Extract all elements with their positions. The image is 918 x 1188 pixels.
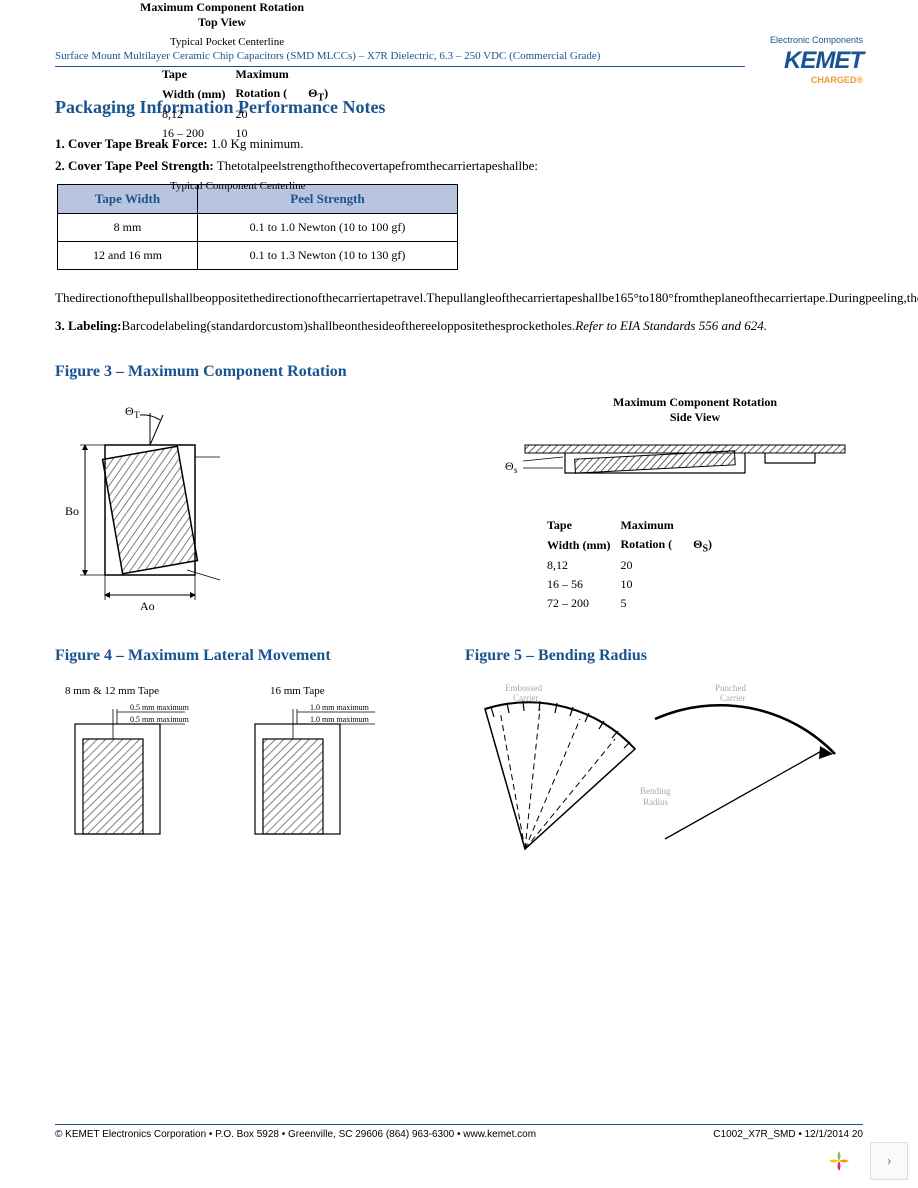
peel-strength-table: Tape Width Peel Strength 8 mm 0.1 to 1.0… bbox=[57, 184, 458, 270]
next-page-button[interactable]: › bbox=[870, 1142, 908, 1180]
svg-text:Bending: Bending bbox=[640, 786, 671, 796]
bending-radius-diagram: Embossed Carrier Punched Carrier Bending… bbox=[465, 679, 865, 879]
logo-main: KEMET bbox=[770, 47, 863, 75]
figure-5: Figure 5 – Bending Radius bbox=[465, 619, 865, 883]
top-view-rotation-table: TapeMaximum Width (mm)Rotation ( ΘT) 8,1… bbox=[160, 64, 338, 144]
side-view-subtitle: Side View bbox=[670, 410, 720, 424]
figure-3-title: Figure 3 – Maximum Component Rotation bbox=[55, 363, 863, 381]
table-row: 12 and 16 mm 0.1 to 1.3 Newton (10 to 13… bbox=[58, 242, 458, 270]
pocket-centerline-label: Typical Pocket Centerline bbox=[170, 36, 284, 48]
chevron-right-icon: › bbox=[886, 1152, 891, 1170]
side-view-diagram: Θ s bbox=[485, 425, 865, 505]
viewer-logo-icon bbox=[820, 1142, 858, 1180]
svg-text:Θ: Θ bbox=[125, 404, 134, 418]
figures-4-5-row: Figure 4 – Maximum Lateral Movement 8 mm… bbox=[55, 619, 863, 883]
figure-4: Figure 4 – Maximum Lateral Movement 8 mm… bbox=[55, 619, 435, 883]
svg-text:Embossed: Embossed bbox=[505, 683, 542, 693]
svg-text:0.5 mm maximum: 0.5 mm maximum bbox=[130, 703, 190, 712]
note-2: 2. Cover Tape Peel Strength: Thetotalpee… bbox=[55, 158, 863, 174]
cell: 0.1 to 1.0 Newton (10 to 100 gf) bbox=[198, 214, 458, 242]
logo-tagline-sub: CHARGED® bbox=[770, 75, 863, 85]
body-paragraph: Thedirectionofthepullshallbeoppositethed… bbox=[55, 288, 863, 308]
logo-tagline-top: Electronic Components bbox=[770, 35, 863, 45]
top-view-diagram: Θ T Bo Ao bbox=[55, 395, 455, 615]
note-2-value: Thetotalpeelstrengthofthecovertapefromth… bbox=[214, 158, 538, 173]
svg-text:Bo: Bo bbox=[65, 504, 79, 518]
svg-text:Radius: Radius bbox=[643, 797, 668, 807]
brand-logo: Electronic Components KEMET CHARGED® bbox=[770, 35, 863, 85]
note-3-italic: Refer to EIA Standards 556 and 624. bbox=[575, 318, 767, 333]
component-centerline-label: Typical Component Centerline bbox=[170, 180, 305, 192]
lateral-movement-diagram: 8 mm & 12 mm Tape 0.5 mm maximum 0.5 mm … bbox=[55, 679, 435, 859]
svg-text:T: T bbox=[134, 410, 140, 420]
side-view-rotation-table: TapeMaximum Width (mm)Rotation ( ΘS) 8,1… bbox=[545, 515, 722, 614]
svg-text:Carrier: Carrier bbox=[720, 693, 745, 703]
figure-3-row: Θ T Bo Ao Maximum Component Rotation T bbox=[55, 395, 863, 619]
svg-text:1.0 mm maximum: 1.0 mm maximum bbox=[310, 703, 370, 712]
tape-16-label: 16 mm Tape bbox=[270, 685, 325, 697]
footer-right: C1002_X7R_SMD • 12/1/2014 20 bbox=[713, 1129, 863, 1140]
note-3: 3. Labeling:Barcodelabeling(standardorcu… bbox=[55, 316, 863, 336]
table-row: 8 mm 0.1 to 1.0 Newton (10 to 100 gf) bbox=[58, 214, 458, 242]
figure-4-title: Figure 4 – Maximum Lateral Movement bbox=[55, 647, 435, 665]
cell: 12 and 16 mm bbox=[58, 242, 198, 270]
svg-text:Punched: Punched bbox=[715, 683, 746, 693]
top-view-subtitle: Top View bbox=[198, 15, 246, 29]
figure-5-title: Figure 5 – Bending Radius bbox=[465, 647, 865, 665]
page-footer: © KEMET Electronics Corporation • P.O. B… bbox=[55, 1124, 863, 1140]
footer-left: © KEMET Electronics Corporation • P.O. B… bbox=[55, 1129, 536, 1140]
tape-8-12-label: 8 mm & 12 mm Tape bbox=[65, 685, 159, 697]
note-3-value: Barcodelabeling(standardorcustom)shallbe… bbox=[121, 318, 575, 333]
svg-text:Carrier: Carrier bbox=[513, 693, 538, 703]
cell: 0.1 to 1.3 Newton (10 to 130 gf) bbox=[198, 242, 458, 270]
svg-text:Ao: Ao bbox=[140, 599, 155, 613]
note-2-label: 2. Cover Tape Peel Strength: bbox=[55, 158, 214, 173]
cell: 8 mm bbox=[58, 214, 198, 242]
document-header: Surface Mount Multilayer Ceramic Chip Ca… bbox=[55, 50, 745, 67]
top-view-title: Maximum Component Rotation bbox=[140, 0, 304, 14]
figure-3-top-view: Θ T Bo Ao Maximum Component Rotation T bbox=[55, 395, 455, 619]
svg-text:s: s bbox=[514, 465, 518, 475]
svg-text:0.5 mm maximum: 0.5 mm maximum bbox=[130, 715, 190, 724]
svg-text:Θ: Θ bbox=[505, 459, 514, 473]
side-view-title: Maximum Component Rotation bbox=[613, 395, 777, 409]
figure-3-side-view: Maximum Component Rotation Side View bbox=[485, 395, 865, 619]
note-3-label: 3. Labeling: bbox=[55, 318, 121, 333]
svg-text:1.0 mm maximum: 1.0 mm maximum bbox=[310, 715, 370, 724]
